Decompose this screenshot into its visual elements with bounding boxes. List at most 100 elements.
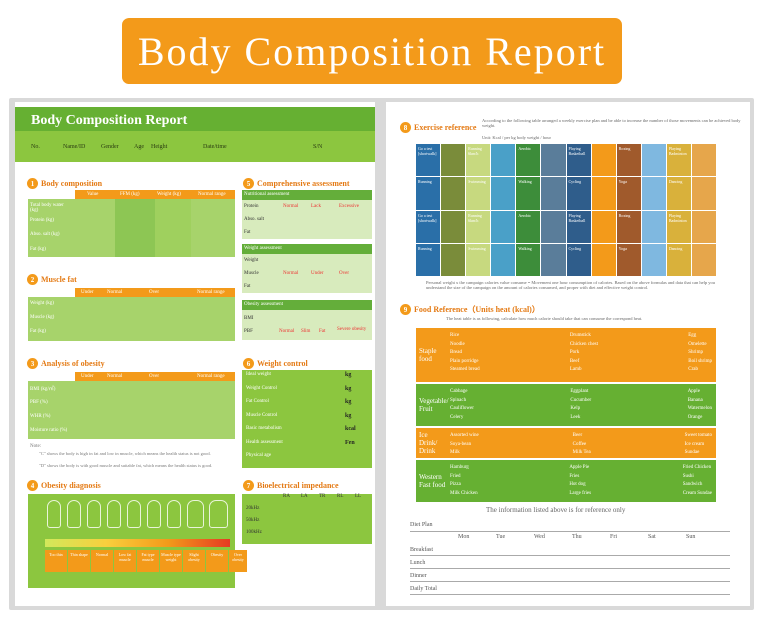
food-item: Eggplant bbox=[570, 389, 589, 394]
opt-severe-obesity[interactable]: Severe obesity bbox=[337, 327, 367, 332]
report-title: Body Composition Report bbox=[15, 107, 375, 131]
food-category: Ice Drink/ Drink bbox=[419, 431, 438, 455]
exercise-tile bbox=[491, 210, 516, 243]
left-page: Body Composition Report No. Name/ID Gend… bbox=[15, 102, 375, 606]
exercise-tile bbox=[491, 144, 516, 177]
food-group-row: Staple food Rice Noodle Bread Plain porridge… bbox=[416, 328, 716, 382]
ob-under: Under bbox=[81, 374, 94, 379]
ob-normal: Normal bbox=[107, 374, 123, 379]
food-item: Hamburg bbox=[450, 465, 469, 470]
bio-100khz: 100kHz bbox=[246, 530, 262, 535]
mf-under: Under bbox=[81, 290, 94, 295]
exercise-tile: Running 6km/h bbox=[466, 144, 491, 177]
food-columns: Assorted wine Soya-bean Milk Beer Coffee Milk… bbox=[446, 428, 716, 458]
exercise-tile: Aerobic bbox=[516, 144, 541, 177]
weight-control-table bbox=[242, 370, 372, 468]
food-item: Spinach bbox=[450, 397, 467, 403]
diag-slight-obesity: Slight obesity bbox=[183, 550, 205, 572]
exercise-tile bbox=[691, 210, 716, 243]
diet-day: Mon bbox=[458, 534, 470, 540]
bio-20khz: 20kHz bbox=[246, 506, 260, 511]
exercise-tile bbox=[691, 243, 716, 276]
exercise-tile bbox=[541, 177, 566, 210]
food-column: Assorted wine Soya-bean Milk bbox=[450, 432, 479, 455]
wc-row-label: Health assessment bbox=[246, 439, 283, 445]
food-item: Shrimp bbox=[688, 350, 703, 355]
exercise-tile: Playing Basketball bbox=[566, 144, 591, 177]
exercise-tile: Swimming bbox=[466, 243, 491, 276]
food-item: Orange bbox=[687, 414, 703, 420]
food-item: Soya-bean bbox=[450, 441, 472, 447]
row-abso-salt: Abso. salt (kg) bbox=[30, 232, 60, 237]
exercise-tile bbox=[491, 243, 516, 276]
bio-ra: RA bbox=[283, 494, 290, 499]
exercise-tile bbox=[441, 144, 466, 177]
nutrition-header bbox=[242, 190, 372, 200]
exercise-tile bbox=[541, 210, 566, 243]
exercise-desc: According to the following table arrange… bbox=[482, 118, 741, 128]
opt-lack[interactable]: Lack bbox=[311, 204, 321, 209]
food-item: Omelette bbox=[688, 341, 707, 347]
mf-row-muscle: Muscle (kg) bbox=[30, 315, 55, 320]
exercise-tile bbox=[591, 210, 616, 243]
cmp-abso-salt: Abso. salt bbox=[244, 217, 264, 222]
note-d: "D" shows the body is with good muscle a… bbox=[39, 463, 213, 468]
food-item: Fries bbox=[569, 473, 580, 479]
figure-icon bbox=[107, 500, 121, 528]
figure-icon bbox=[167, 500, 181, 528]
ob-normal-range: Normal range bbox=[197, 374, 225, 379]
figure-icon bbox=[187, 500, 204, 528]
food-item: Crab bbox=[688, 367, 698, 372]
section-food: 9 Food Reference（Units heat (kcal)） bbox=[400, 304, 540, 315]
exercise-tile: Playing Basketball bbox=[566, 210, 591, 243]
wa-weight: Weight bbox=[244, 258, 259, 263]
exercise-tile: Playing Badminton bbox=[666, 144, 691, 177]
food-column: Hamburg Fried Pizza Milk Chicken bbox=[450, 464, 478, 498]
diag-too-thin: Too thin bbox=[45, 550, 67, 572]
opt-normal-2[interactable]: Normal bbox=[283, 271, 299, 276]
mf-row-weight: Weight (kg) bbox=[30, 301, 54, 306]
opt-excessive[interactable]: Excessive bbox=[339, 204, 359, 209]
bio-la: LA bbox=[301, 494, 308, 499]
field-sn: S/N bbox=[313, 144, 323, 150]
obesity-assess-title: Obesity assessment bbox=[244, 302, 284, 307]
oa-bmi: BMI bbox=[244, 316, 254, 321]
field-gender: Gender bbox=[101, 144, 119, 150]
field-no: No. bbox=[31, 144, 40, 150]
muscle-fat-header bbox=[75, 288, 235, 297]
opt-over[interactable]: Over bbox=[339, 271, 349, 276]
exercise-tile: Boxing bbox=[616, 144, 641, 177]
nutrition-table bbox=[242, 200, 372, 239]
food-column: Apple Banana Watermelon Orange bbox=[688, 388, 712, 422]
note-title: Note: bbox=[30, 444, 42, 449]
food-group-row: Ice Drink/ Drink Assorted wine Soya-bean Mi… bbox=[416, 428, 716, 458]
mf-normal-range: Normal range bbox=[197, 290, 225, 295]
opt-slim[interactable]: Slim bbox=[301, 329, 311, 334]
food-item: Sandwich bbox=[682, 482, 703, 487]
bioimpedance-table bbox=[242, 494, 372, 544]
mf-row-fat: Fat (kg) bbox=[30, 329, 46, 334]
opt-normal-3[interactable]: Normal bbox=[279, 329, 295, 334]
diet-row: Daily Total bbox=[410, 582, 730, 595]
exercise-tile: Running bbox=[416, 177, 441, 210]
opt-under[interactable]: Under bbox=[311, 271, 324, 276]
food-footnote: The information listed above is for refe… bbox=[486, 506, 626, 514]
row-protein: Protein (kg) bbox=[30, 218, 55, 223]
field-date: Date/time bbox=[203, 144, 227, 150]
exercise-tile bbox=[591, 243, 616, 276]
bio-50khz: 50kHz bbox=[246, 518, 260, 523]
mf-over: Over bbox=[149, 290, 159, 295]
wa-muscle: Muscle bbox=[244, 271, 259, 276]
food-item: Rice bbox=[450, 333, 460, 338]
diet-day: Tue bbox=[496, 534, 506, 540]
bio-rl: RL bbox=[337, 494, 344, 499]
col-ffm: FFM (kg) bbox=[120, 192, 140, 197]
field-height: Height bbox=[151, 144, 168, 150]
opt-fat[interactable]: Fat bbox=[319, 329, 326, 334]
row-tbw: Total body water (kg) bbox=[30, 203, 64, 213]
diet-row: Breakfast bbox=[410, 543, 730, 556]
food-item: Sundae bbox=[684, 450, 700, 455]
bio-ll: LL bbox=[355, 494, 362, 499]
opt-normal[interactable]: Normal bbox=[283, 204, 299, 209]
exercise-tile: Playing Badminton bbox=[666, 210, 691, 243]
